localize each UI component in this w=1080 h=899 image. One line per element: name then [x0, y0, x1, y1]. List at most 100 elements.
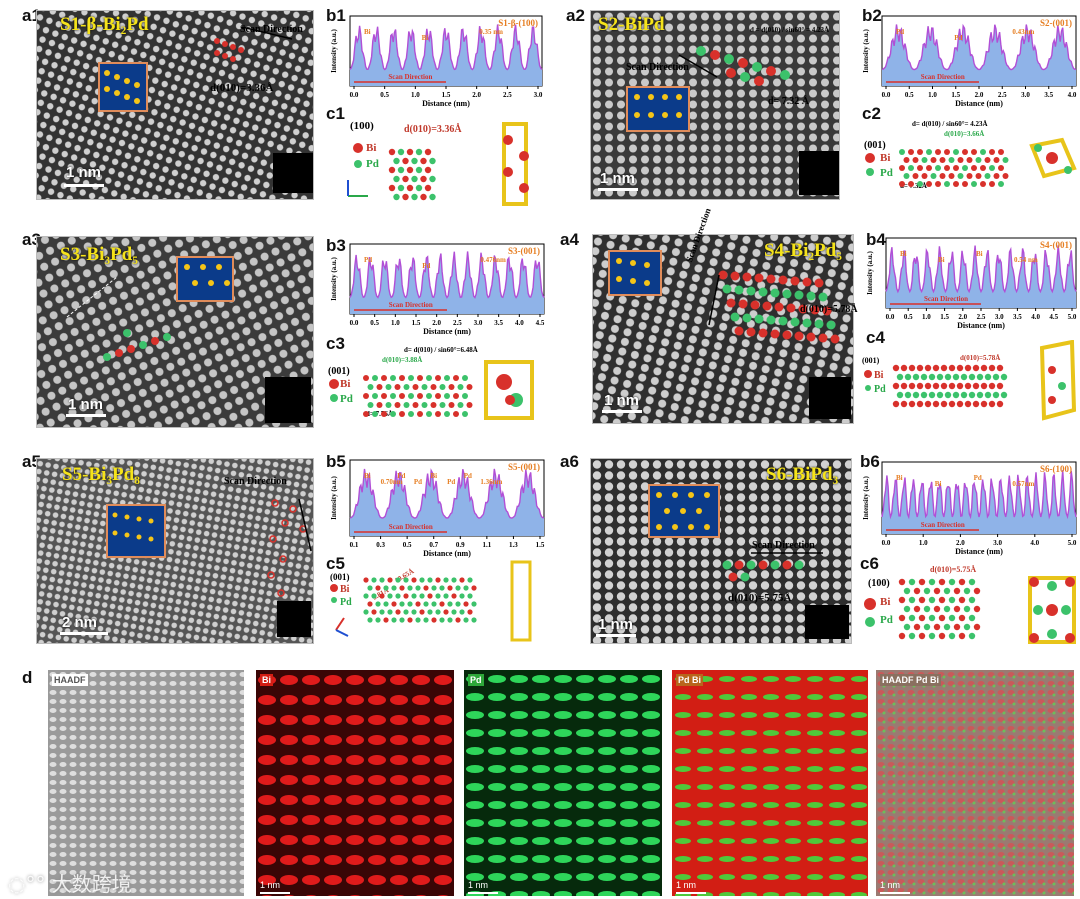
peak-annotation: 0.43nm — [1012, 28, 1034, 36]
atom — [406, 166, 414, 174]
atom — [926, 181, 932, 187]
atom — [964, 382, 972, 390]
atom — [407, 585, 413, 591]
chart-b4: Scan Direction S4-(001) 0.0 0.5 1.0 1.5 2.0 2.5… — [862, 232, 1080, 330]
atom — [900, 382, 908, 390]
peak-annotation: Bi — [364, 472, 371, 480]
chart-title: S4-(001) — [1040, 240, 1072, 250]
atom — [431, 617, 437, 623]
chart-b2: Scan Direction S2-(001) 0.0 0.5 1.0 1.5 2.0 2.5… — [858, 10, 1080, 108]
atom — [814, 319, 824, 329]
map-pd-bi — [672, 670, 868, 896]
title-a5: S5-Bi₃Pd₈ — [62, 464, 140, 485]
atom — [730, 271, 740, 281]
atom — [411, 193, 418, 201]
atom — [459, 577, 465, 583]
atom — [439, 585, 445, 591]
atom — [948, 173, 955, 179]
stem-image-a3 — [36, 236, 314, 428]
atom — [455, 601, 461, 607]
atom — [435, 593, 441, 599]
atom — [457, 384, 464, 390]
atom — [908, 364, 916, 372]
orient-c3: (001) — [328, 366, 350, 377]
scalebar-d-bi — [260, 892, 290, 894]
orient-c1: (100) — [350, 120, 374, 132]
x-axis-label: Distance (nm) — [955, 99, 1003, 108]
atom — [750, 300, 760, 310]
orient-c4: (001) — [862, 356, 880, 365]
atom — [430, 384, 437, 390]
tag-pd: Pd — [468, 674, 484, 686]
scalebar-a6 — [596, 634, 636, 637]
x-tick-label: 1.5 — [536, 541, 545, 549]
atom — [367, 384, 374, 390]
atom — [923, 605, 931, 613]
atom — [367, 585, 373, 591]
atom — [989, 149, 995, 155]
atom — [898, 578, 906, 586]
atom — [417, 375, 423, 381]
atom — [402, 157, 409, 165]
y-axis-label: Intensity (a.u.) — [862, 28, 870, 72]
atom — [926, 149, 932, 155]
x-tick-label: 1.1 — [482, 541, 491, 549]
atom — [964, 364, 972, 372]
d3-label-c3: d= 7.76Å — [366, 410, 393, 418]
atom — [453, 411, 459, 417]
panel-label-c1: c1 — [326, 104, 345, 123]
legend-pd-c4: Pd — [874, 384, 886, 395]
chart-title: S1-β-(100) — [498, 18, 538, 28]
atom — [415, 585, 421, 591]
atom — [908, 614, 916, 622]
atom — [908, 596, 916, 604]
profile-line — [349, 24, 543, 71]
atom — [908, 149, 914, 155]
chart-title: S6-(100) — [1040, 464, 1072, 474]
atom — [908, 165, 914, 171]
atom — [908, 578, 916, 586]
atom — [766, 315, 776, 325]
atom — [904, 391, 912, 399]
atom — [953, 587, 961, 595]
atom — [393, 175, 400, 183]
d2-label-c2: d(010)=3.66Å — [944, 130, 985, 138]
peak-annotation: Bi — [364, 28, 371, 36]
atom — [953, 165, 959, 171]
atom — [920, 391, 928, 399]
profile-line — [881, 23, 1077, 71]
legend-pd-c5: Pd — [340, 597, 352, 608]
orient-c2: (001) — [864, 140, 886, 151]
atom — [403, 609, 409, 615]
x-tick-label: 0.7 — [429, 541, 438, 549]
d-label-a1: d(010)=3.36Å — [210, 82, 274, 94]
x-tick-label: 0.5 — [370, 319, 379, 327]
atom — [980, 382, 988, 390]
atom — [782, 289, 792, 299]
atom — [900, 400, 908, 408]
atom — [904, 373, 912, 381]
atom — [420, 175, 427, 183]
atom — [419, 593, 425, 599]
atom — [957, 157, 964, 163]
atom — [992, 373, 1000, 381]
atom — [457, 402, 464, 408]
atom — [426, 375, 432, 381]
atom — [403, 577, 409, 583]
atom — [912, 157, 919, 163]
atom — [443, 609, 449, 615]
legend-pd-c6: Pd — [880, 614, 893, 626]
atom — [399, 411, 405, 417]
atom — [371, 593, 377, 599]
panel-label-b5: b5 — [326, 452, 346, 471]
atom — [435, 375, 441, 381]
atom — [968, 614, 976, 622]
atom — [363, 593, 369, 599]
atom — [390, 393, 396, 399]
atom — [806, 291, 816, 301]
x-tick-label: 0.0 — [350, 91, 359, 99]
atom — [390, 375, 396, 381]
chart-title: S5-(001) — [508, 462, 540, 472]
atom — [948, 578, 956, 586]
x-tick-label: 0.0 — [886, 313, 895, 321]
